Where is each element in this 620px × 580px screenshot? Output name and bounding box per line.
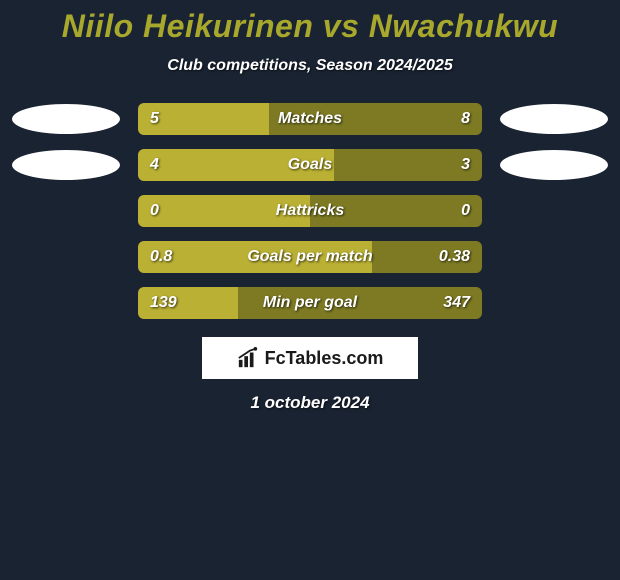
stat-value-left: 139 (150, 294, 177, 312)
branding-text: FcTables.com (265, 348, 384, 369)
page-title: Niilo Heikurinen vs Nwachukwu (0, 8, 620, 45)
stat-row: Matches 5 8 (0, 103, 620, 135)
stat-bar: Goals 4 3 (138, 149, 482, 181)
stat-value-right: 3 (461, 156, 470, 174)
stat-label: Goals (288, 156, 332, 174)
stat-value-left: 0 (150, 202, 159, 220)
stat-row: Goals per match 0.8 0.38 (0, 241, 620, 273)
stat-bar: Hattricks 0 0 (138, 195, 482, 227)
stat-row: Hattricks 0 0 (0, 195, 620, 227)
stat-bar: Min per goal 139 347 (138, 287, 482, 319)
stat-value-left: 0.8 (150, 248, 172, 266)
subtitle: Club competitions, Season 2024/2025 (0, 57, 620, 75)
stat-value-left: 5 (150, 110, 159, 128)
date-text: 1 october 2024 (0, 393, 620, 413)
stat-row: Min per goal 139 347 (0, 287, 620, 319)
branding-badge: FcTables.com (202, 337, 418, 379)
stat-label: Matches (278, 110, 342, 128)
chart-icon (237, 347, 259, 369)
bar-right-segment (334, 149, 482, 181)
team-logo-right (500, 150, 608, 180)
stat-value-right: 0 (461, 202, 470, 220)
stat-value-right: 8 (461, 110, 470, 128)
player2-name: Nwachukwu (369, 8, 558, 44)
stat-value-right: 0.38 (439, 248, 470, 266)
stat-label: Hattricks (276, 202, 344, 220)
player1-name: Niilo Heikurinen (62, 8, 314, 44)
stat-value-right: 347 (443, 294, 470, 312)
stat-row: Goals 4 3 (0, 149, 620, 181)
vs-text: vs (323, 8, 360, 44)
stat-bar: Matches 5 8 (138, 103, 482, 135)
stats-rows: Matches 5 8 Goals 4 3 Hattricks 0 0 Goals per mat… (0, 103, 620, 319)
team-logo-left (12, 150, 120, 180)
team-logo-right (500, 104, 608, 134)
stat-label: Min per goal (263, 294, 357, 312)
stat-label: Goals per match (247, 248, 372, 266)
team-logo-left (12, 104, 120, 134)
stat-bar: Goals per match 0.8 0.38 (138, 241, 482, 273)
comparison-card: Niilo Heikurinen vs Nwachukwu Club compe… (0, 0, 620, 413)
stat-value-left: 4 (150, 156, 159, 174)
